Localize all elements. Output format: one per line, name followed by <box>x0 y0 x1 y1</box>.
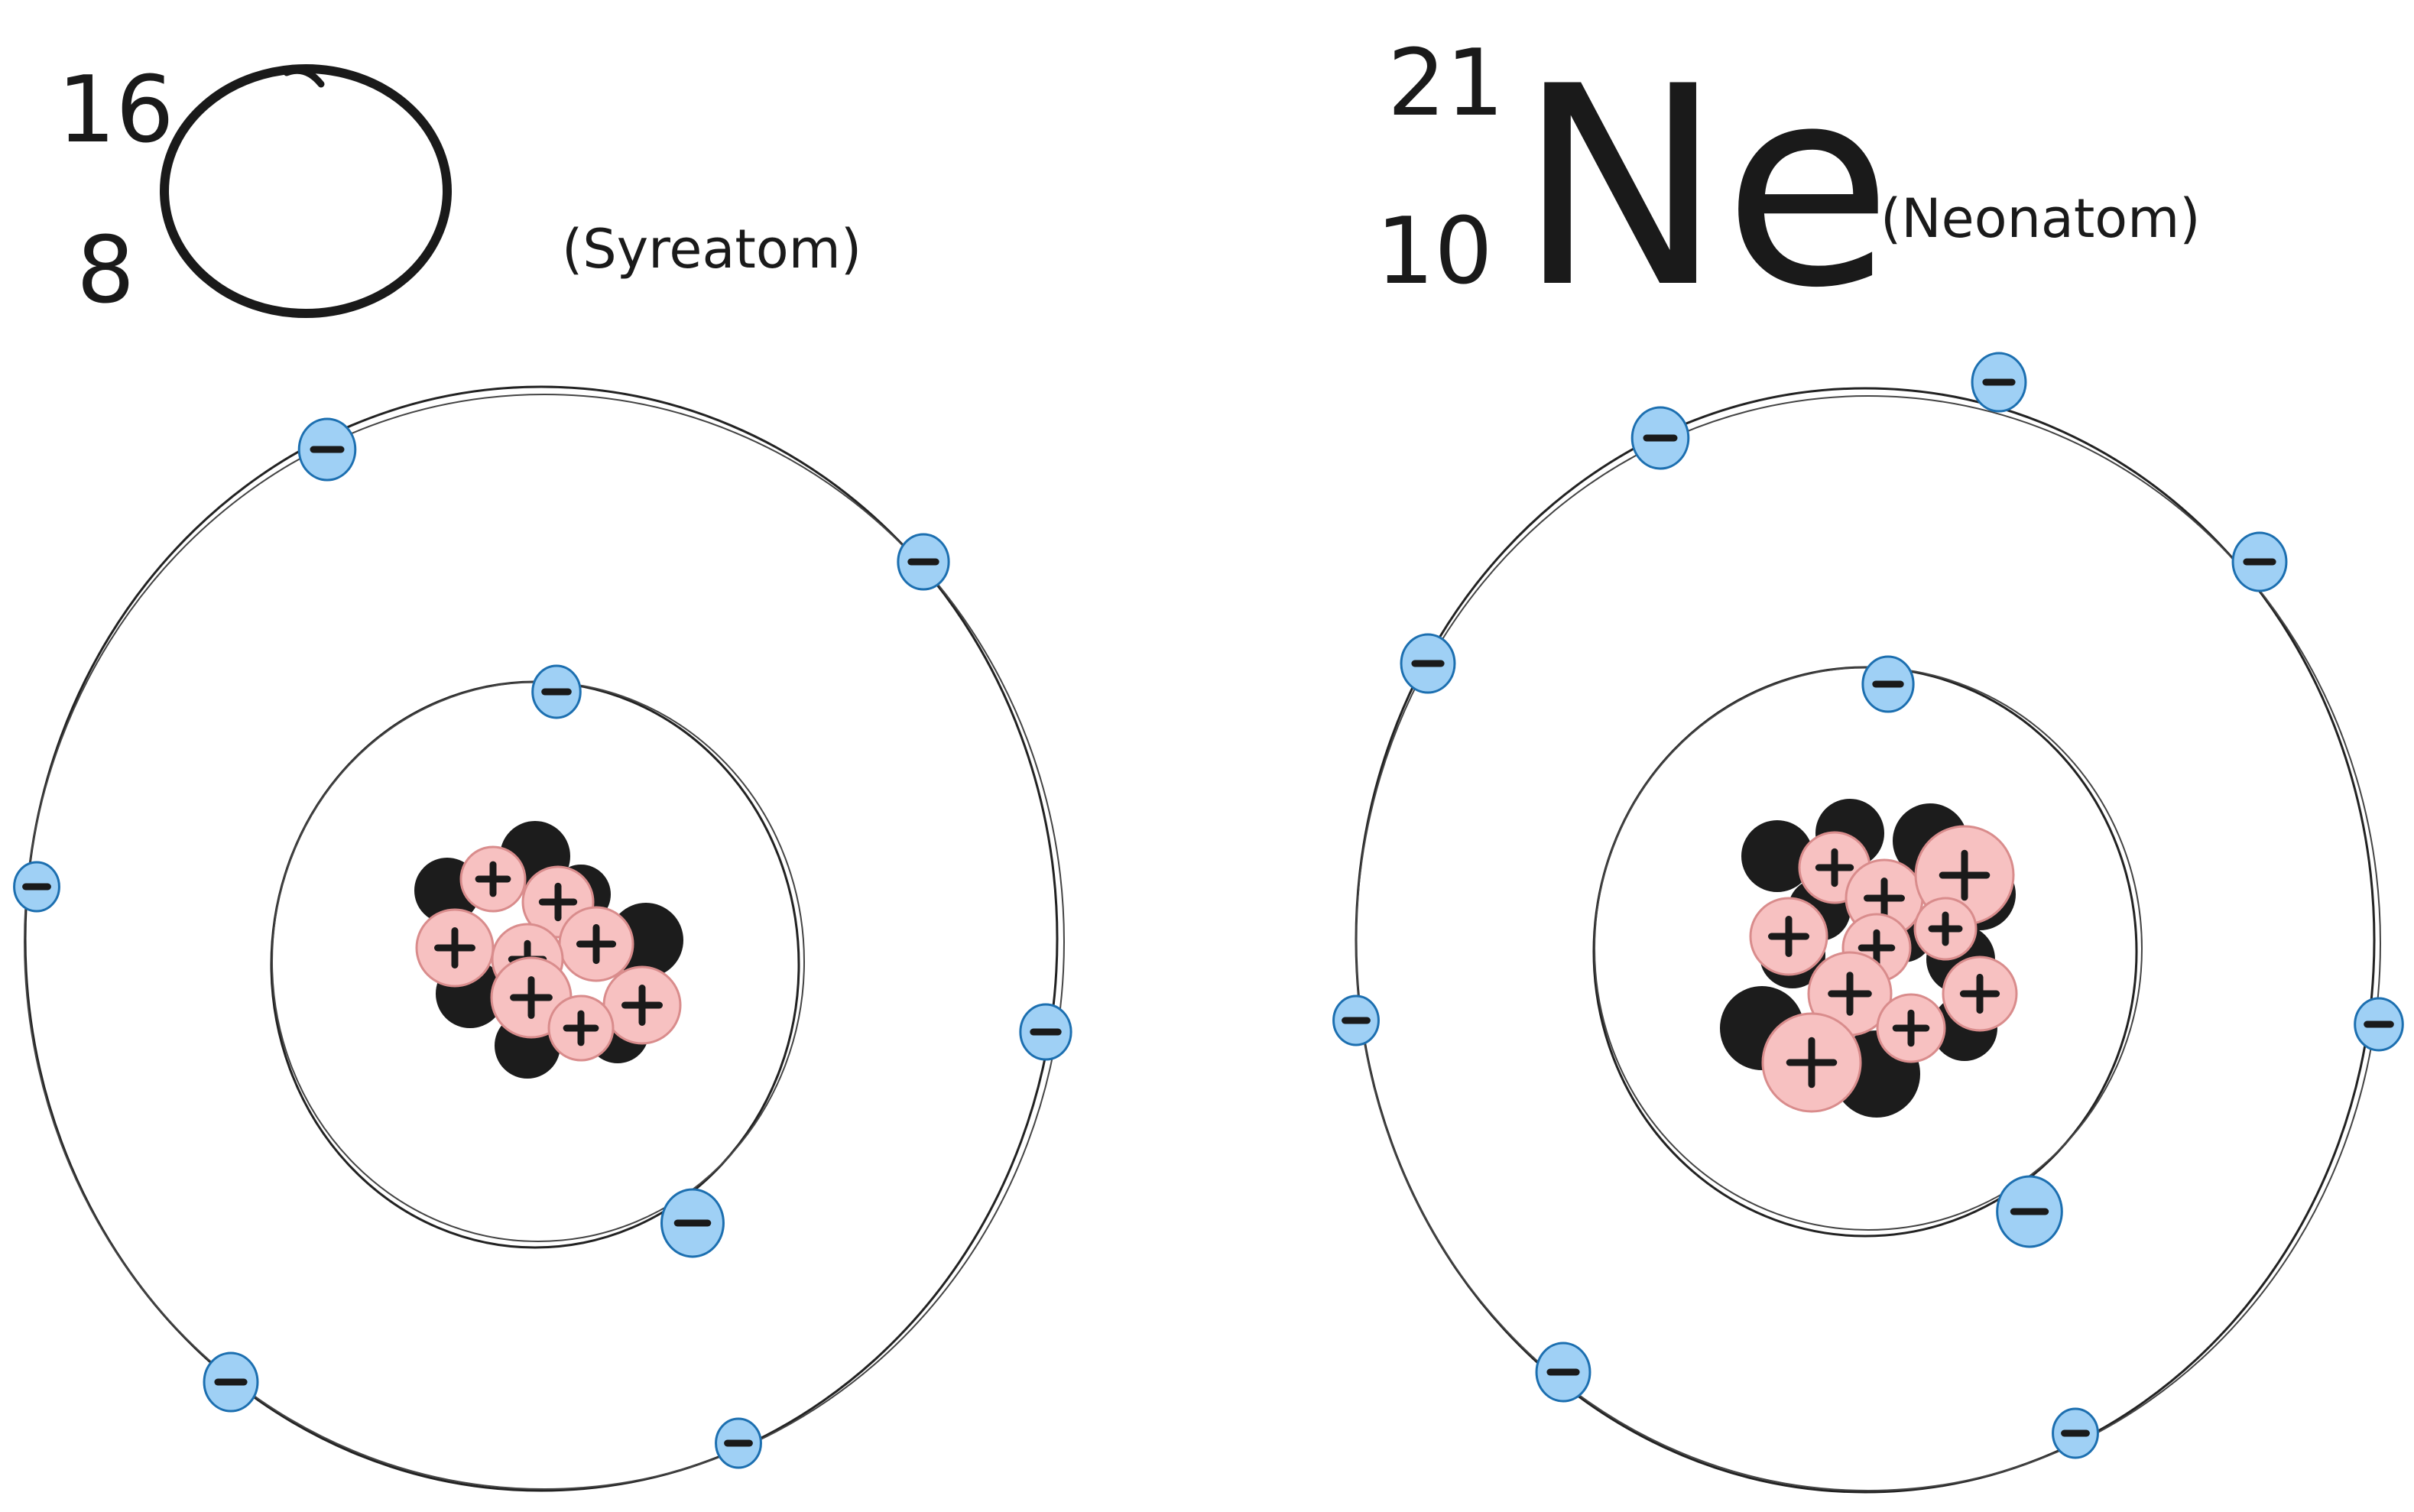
oxygen-electron-outer-6 <box>715 1417 762 1469</box>
neon-proton-4 <box>1749 897 1828 976</box>
oxygen-electron-inner-1 <box>531 664 582 719</box>
oxygen-proton-1 <box>459 845 527 913</box>
neon-proton-10 <box>1913 897 1978 961</box>
neon-proton-9 <box>1761 1012 1862 1113</box>
oxygen-electron-outer-5 <box>203 1351 259 1413</box>
oxygen-proton-3 <box>415 908 495 988</box>
neon-proton-7 <box>1942 956 2018 1032</box>
oxygen-outer-orbit-sketch <box>24 394 1065 1490</box>
oxygen-mass-number: 16 <box>57 57 174 164</box>
oxygen-header: 16 8 (Syreatom) <box>57 57 861 324</box>
oxygen-symbol-ring <box>160 64 452 318</box>
oxygen-atom-model <box>13 385 1072 1492</box>
neon-nucleus <box>1720 799 2018 1118</box>
neon-symbol: Ne <box>1517 28 1893 348</box>
neon-outer-orbit-sketch <box>1355 395 2381 1491</box>
neon-electron-outer-5 <box>1332 994 1380 1046</box>
neon-electron-outer-2 <box>1630 406 1690 470</box>
neon-electron-outer-4 <box>1400 633 1456 694</box>
oxygen-name-label: (Syreatom) <box>562 218 861 281</box>
oxygen-electron-inner-2 <box>660 1188 725 1258</box>
neon-atom-model <box>1332 352 2404 1494</box>
neon-atomic-number: 10 <box>1376 199 1493 305</box>
neon-electron-outer-6 <box>2354 997 2404 1052</box>
neon-header: 21 10 Ne (Neonatom) <box>1376 28 2201 348</box>
oxygen-electron-outer-4 <box>1019 1003 1072 1061</box>
oxygen-nucleus <box>414 821 683 1079</box>
neon-electron-outer-1 <box>1971 352 2027 413</box>
oxygen-electron-outer-1 <box>297 417 357 482</box>
neon-mass-number: 21 <box>1387 31 1504 137</box>
oxygen-symbol-tail <box>283 67 325 88</box>
neon-electron-inner-2 <box>1996 1175 2063 1248</box>
oxygen-proton-8 <box>547 994 615 1062</box>
oxygen-electron-outer-2 <box>897 533 950 591</box>
neon-name-label: (Neonatom) <box>1880 187 2201 250</box>
oxygen-proton-7 <box>602 965 682 1045</box>
oxygen-electron-outer-3 <box>13 861 60 913</box>
oxygen-atomic-number: 8 <box>76 218 135 324</box>
oxygen-proton-4 <box>558 906 634 982</box>
neon-electron-outer-7 <box>1535 1342 1591 1403</box>
neon-proton-8 <box>1876 993 1946 1063</box>
oxygen-electrons <box>13 417 1072 1469</box>
neon-electron-outer-8 <box>2052 1407 2099 1459</box>
neon-electron-outer-3 <box>2231 531 2288 592</box>
neon-electrons <box>1332 352 2404 1459</box>
neon-electron-inner-1 <box>1861 655 1915 713</box>
